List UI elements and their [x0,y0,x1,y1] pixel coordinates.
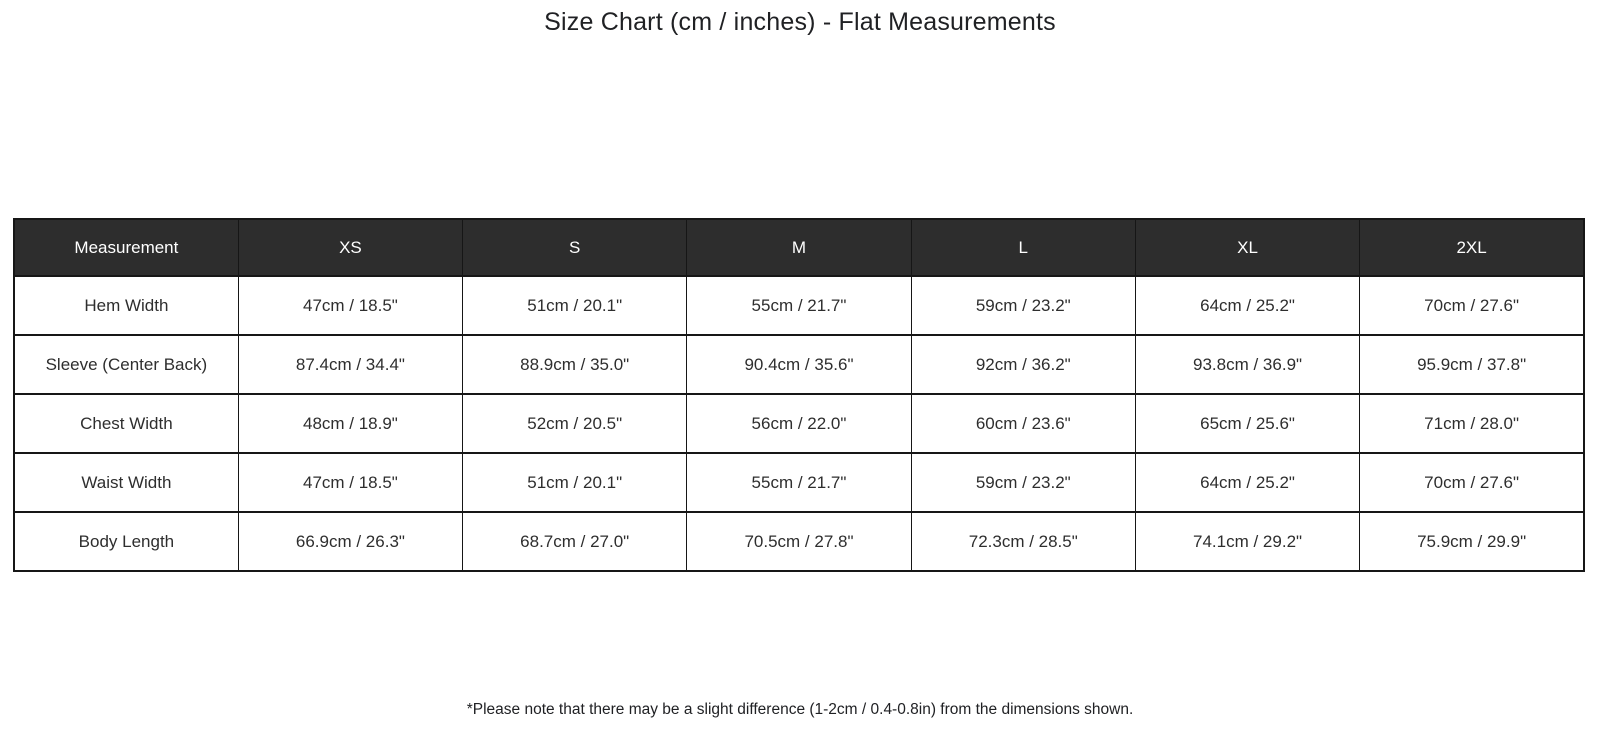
column-header: XS [237,218,464,277]
measurement-cell: 74.1cm / 29.2" [1134,511,1361,572]
row-label: Hem Width [13,275,239,336]
measurement-cell: 52cm / 20.5" [462,393,688,454]
table-row: Chest Width 48cm / 18.9" 52cm / 20.5" 56cm … [13,393,1585,454]
measurement-cell: 56cm / 22.0" [686,393,912,454]
measurement-cell: 66.9cm / 26.3" [237,511,464,572]
measurement-cell: 88.9cm / 35.0" [462,334,688,395]
column-header: S [462,218,688,277]
column-header: M [686,218,912,277]
size-chart-table: Measurement XS S M L XL 2XL Hem Width 47cm / 18… [13,218,1585,572]
column-header: L [910,218,1136,277]
measurement-cell: 51cm / 20.1" [462,275,688,336]
table-row: Sleeve (Center Back) 87.4cm / 34.4" 88.9cm… [13,334,1585,395]
measurement-cell: 93.8cm / 36.9" [1134,334,1361,395]
table-row: Waist Width 47cm / 18.5" 51cm / 20.1" 55cm … [13,452,1585,513]
footnote: *Please note that there may be a slight … [466,701,1134,718]
measurement-cell: 68.7cm / 27.0" [462,511,688,572]
measurement-cell: 92cm / 36.2" [910,334,1136,395]
measurement-cell: 70cm / 27.6" [1359,452,1585,513]
measurement-cell: 60cm / 23.6" [910,393,1136,454]
row-label: Body Length [13,511,239,572]
measurement-cell: 65cm / 25.6" [1134,393,1361,454]
measurement-cell: 55cm / 21.7" [686,275,912,336]
table-row: Body Length 66.9cm / 26.3" 68.7cm / 27.0" 7… [13,511,1585,572]
measurement-cell: 72.3cm / 28.5" [910,511,1136,572]
column-header: XL [1134,218,1361,277]
measurement-cell: 70.5cm / 27.8" [686,511,912,572]
table-header-row: Measurement XS S M L XL 2XL [13,218,1585,277]
measurement-cell: 95.9cm / 37.8" [1359,334,1585,395]
table-body: Hem Width 47cm / 18.5" 51cm / 20.1" 55cm / … [13,275,1585,572]
measurement-cell: 90.4cm / 35.6" [686,334,912,395]
measurement-cell: 55cm / 21.7" [686,452,912,513]
measurement-cell: 59cm / 23.2" [910,275,1136,336]
row-label: Waist Width [13,452,239,513]
table-row: Hem Width 47cm / 18.5" 51cm / 20.1" 55cm / … [13,275,1585,336]
measurement-cell: 71cm / 28.0" [1359,393,1585,454]
column-header: Measurement [13,218,239,277]
measurement-cell: 48cm / 18.9" [237,393,464,454]
measurement-cell: 75.9cm / 29.9" [1359,511,1585,572]
column-header: 2XL [1359,218,1585,277]
measurement-cell: 70cm / 27.6" [1359,275,1585,336]
row-label: Chest Width [13,393,239,454]
measurement-cell: 47cm / 18.5" [237,275,464,336]
measurement-cell: 51cm / 20.1" [462,452,688,513]
measurement-cell: 64cm / 25.2" [1134,452,1361,513]
measurement-cell: 87.4cm / 34.4" [237,334,464,395]
table-header: Measurement XS S M L XL 2XL [13,218,1585,277]
row-label: Sleeve (Center Back) [13,334,239,395]
measurement-cell: 59cm / 23.2" [910,452,1136,513]
measurement-cell: 64cm / 25.2" [1134,275,1361,336]
page-title: Size Chart (cm / inches) - Flat Measurem… [544,8,1056,36]
measurement-cell: 47cm / 18.5" [237,452,464,513]
